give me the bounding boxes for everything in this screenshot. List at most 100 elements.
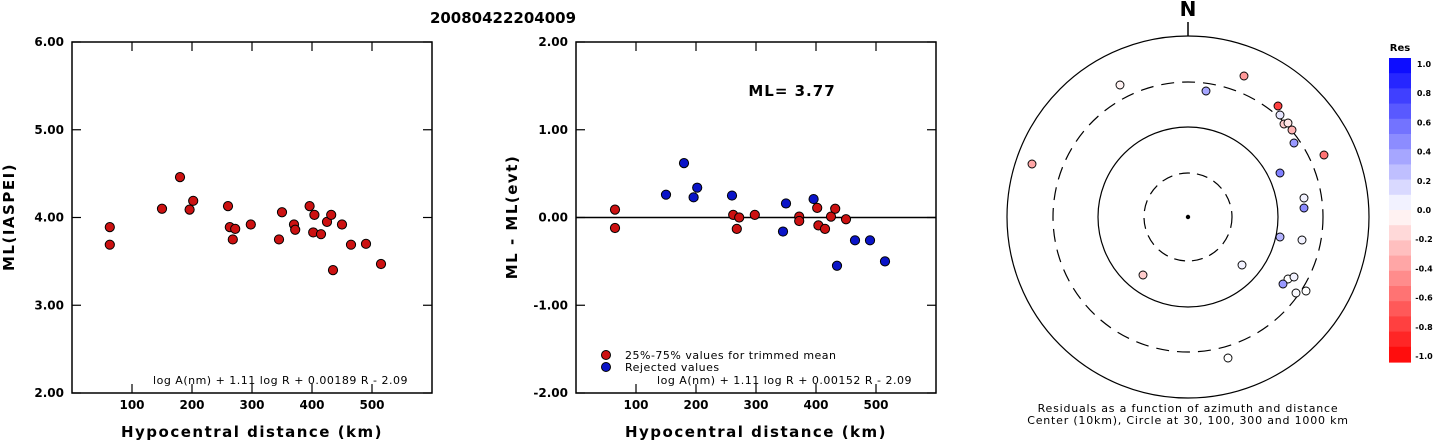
- x-tick-label: 500: [359, 398, 384, 412]
- colorbar-cell: [1389, 88, 1411, 105]
- y-tick-label: 2.00: [34, 386, 64, 400]
- colorbar-tick-label: 1.0: [1417, 60, 1432, 69]
- formula-text: log A(nm) + 1.11 log R + 0.00152 R - 2.0…: [657, 374, 912, 387]
- station-residual-point: [1201, 86, 1211, 96]
- colorbar-cells: [1389, 58, 1411, 363]
- legend-rejected-marker: [601, 362, 611, 372]
- rejected-point: [660, 189, 672, 200]
- tick-marks: 2.00 3.00 4.00 5.00 6.00 100 200 300 400 500: [34, 35, 432, 412]
- x-tick-label: 100: [623, 398, 648, 412]
- rejected-point: [849, 235, 861, 246]
- colorbar-tick-label: 0.6: [1417, 118, 1432, 127]
- colorbar-cell: [1389, 225, 1411, 241]
- station-residual-point: [1297, 235, 1307, 245]
- accepted-point: [731, 223, 742, 235]
- station-point: [104, 222, 115, 233]
- station-residual-point: [1027, 159, 1037, 169]
- rejected-point: [780, 198, 792, 209]
- accepted-point: [734, 212, 745, 223]
- north-label: N: [1180, 0, 1197, 21]
- station-point: [290, 224, 301, 235]
- station-residual-point: [1278, 279, 1288, 289]
- colorbar-cell: [1389, 255, 1411, 272]
- ring-30km: [1143, 172, 1233, 262]
- legend: 25%-75% values for trimmed mean Rejected…: [601, 349, 836, 374]
- station-point: [227, 234, 238, 245]
- legend-accepted-marker: [601, 350, 611, 360]
- accepted-point: [830, 203, 841, 214]
- station-point: [273, 234, 285, 245]
- station-point: [304, 200, 315, 212]
- rejected-point: [678, 157, 690, 169]
- colorbar-cell: [1389, 331, 1411, 348]
- colorbar-cell: [1389, 346, 1411, 363]
- station-point: [309, 209, 320, 220]
- station-point: [156, 203, 168, 214]
- station-point: [230, 223, 241, 235]
- station-residual-point: [1239, 71, 1249, 81]
- accepted-point: [794, 215, 805, 227]
- colorbar-cell: [1389, 240, 1411, 257]
- rejected-point: [864, 235, 876, 246]
- colorbar-cell: [1389, 134, 1411, 150]
- colorbar-title: Res: [1390, 43, 1410, 54]
- colorbar-cell: [1389, 286, 1411, 302]
- azimuth-residual-panel: N Residuals as a function of azimuth and…: [1006, 0, 1370, 427]
- y-tick-label: -2.00: [533, 386, 568, 400]
- rejected-point: [692, 182, 703, 193]
- station-point: [174, 172, 186, 183]
- plot-frame: [71, 41, 433, 394]
- legend-rejected-label: Rejected values: [625, 361, 720, 374]
- x-tick-label: 200: [683, 398, 708, 412]
- y-tick-label: -1.00: [533, 298, 568, 312]
- station-residual-point: [1299, 193, 1309, 203]
- x-tick-label: 400: [299, 398, 324, 412]
- station-residual-point: [1301, 286, 1311, 296]
- caption-line-2: Center (10km), Circle at 30, 100, 300 an…: [1027, 414, 1349, 427]
- rejected-point: [879, 256, 891, 267]
- rejected-point: [777, 226, 789, 237]
- colorbar-cell: [1389, 179, 1411, 196]
- station-point: [222, 200, 234, 212]
- colorbar-cell: [1389, 73, 1411, 89]
- station-residual-point: [1289, 138, 1299, 148]
- residual-distance-panel: -2.00 -1.00 0.00 1.00 2.00 100 200 300 400 500 ML…: [503, 35, 937, 441]
- station-point: [336, 219, 348, 230]
- accepted-point: [825, 211, 837, 222]
- station-point: [184, 204, 195, 215]
- colorbar-cell: [1389, 194, 1411, 211]
- station-point: [360, 238, 372, 249]
- x-tick-label: 200: [179, 398, 204, 412]
- colorbar-cell: [1389, 149, 1411, 165]
- station-residual-point: [1283, 118, 1293, 128]
- x-axis-label: Hypocentral distance (km): [121, 423, 383, 441]
- colorbar-cell: [1389, 301, 1411, 317]
- station-residual-point: [1287, 125, 1297, 135]
- accepted-point: [819, 223, 831, 235]
- colorbar-tick-label: 0.2: [1417, 177, 1431, 186]
- colorbar-tick-label: -0.2: [1415, 235, 1433, 244]
- y-tick-label: 2.00: [538, 35, 568, 49]
- residual-colorbar: Res 1.0 0.8 0.6 0.4 0.2 0.0 -0.2 -0.4 -0.6 -0.8 -1…: [1389, 43, 1433, 363]
- y-tick-label: 0.00: [538, 211, 568, 225]
- tick-marks: -2.00 -1.00 0.00 1.00 2.00 100 200 300 400 500: [533, 35, 936, 412]
- y-tick-label: 5.00: [34, 123, 64, 137]
- epicenter-dot: [1185, 214, 1191, 220]
- station-residual-point: [1299, 203, 1309, 213]
- station-residual-point: [1289, 272, 1299, 282]
- x-tick-label: 300: [743, 398, 768, 412]
- y-tick-label: 6.00: [34, 35, 64, 49]
- accepted-point: [749, 209, 760, 220]
- x-tick-label: 300: [239, 398, 264, 412]
- station-residual-point: [1291, 288, 1301, 298]
- y-tick-label: 4.00: [34, 211, 64, 225]
- station-point: [104, 239, 115, 250]
- colorbar-cell: [1389, 58, 1411, 74]
- figure-title: 20080422204009: [430, 9, 576, 27]
- ring-300km: [1052, 81, 1324, 353]
- colorbar-tick-label: -1.0: [1415, 352, 1433, 361]
- colorbar-cell: [1389, 118, 1411, 135]
- station-point: [345, 239, 357, 250]
- station-residual-point: [1223, 353, 1233, 363]
